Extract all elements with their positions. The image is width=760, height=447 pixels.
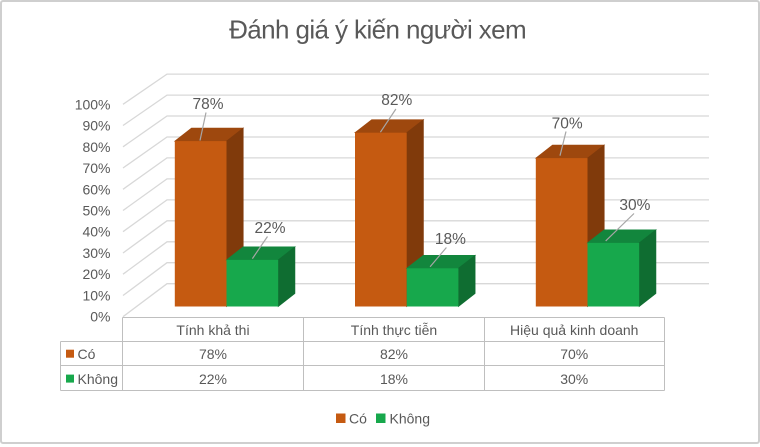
- svg-text:82%: 82%: [380, 346, 408, 362]
- svg-text:80%: 80%: [82, 139, 110, 155]
- svg-text:Không: Không: [390, 411, 430, 427]
- svg-text:78%: 78%: [192, 96, 223, 113]
- svg-text:50%: 50%: [82, 203, 110, 219]
- svg-text:30%: 30%: [560, 371, 588, 387]
- svg-text:22%: 22%: [199, 371, 227, 387]
- svg-text:22%: 22%: [254, 220, 285, 237]
- svg-text:40%: 40%: [82, 224, 110, 240]
- svg-text:0%: 0%: [90, 309, 110, 325]
- svg-text:82%: 82%: [381, 92, 412, 109]
- svg-text:Đánh giá ý kiến người xem: Đánh giá ý kiến người xem: [229, 15, 526, 45]
- svg-text:Hiệu quả kinh doanh: Hiệu quả kinh doanh: [510, 322, 638, 338]
- svg-text:20%: 20%: [82, 266, 110, 282]
- svg-text:70%: 70%: [560, 346, 588, 362]
- svg-text:Có: Có: [349, 411, 367, 427]
- svg-text:10%: 10%: [82, 288, 110, 304]
- svg-text:70%: 70%: [82, 160, 110, 176]
- svg-text:30%: 30%: [82, 245, 110, 261]
- svg-text:100%: 100%: [75, 96, 111, 112]
- svg-text:Tính thực tiễn: Tính thực tiễn: [351, 322, 437, 338]
- svg-text:18%: 18%: [380, 371, 408, 387]
- svg-text:Không: Không: [78, 371, 118, 387]
- svg-text:30%: 30%: [619, 197, 650, 214]
- svg-text:Có: Có: [78, 346, 96, 362]
- svg-text:70%: 70%: [552, 115, 583, 132]
- svg-text:90%: 90%: [82, 118, 110, 134]
- svg-text:Tính khả thi: Tính khả thi: [176, 322, 249, 338]
- svg-text:78%: 78%: [199, 346, 227, 362]
- svg-text:18%: 18%: [435, 231, 466, 248]
- svg-text:60%: 60%: [82, 181, 110, 197]
